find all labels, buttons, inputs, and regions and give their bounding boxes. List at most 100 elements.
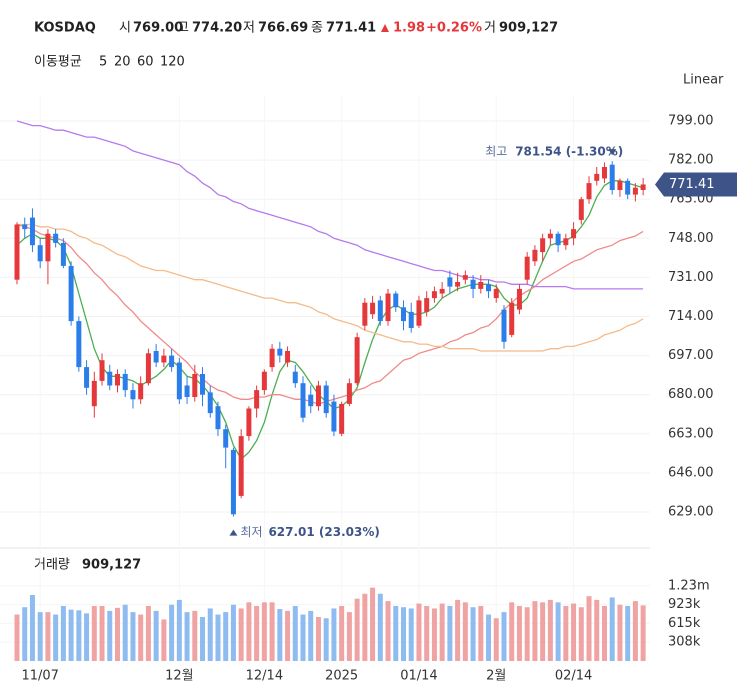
candle-body (107, 371, 113, 386)
volume-bar (161, 619, 167, 661)
y-tick-label: 799.00 (668, 114, 714, 129)
candle-body (277, 348, 283, 356)
volume-bar (254, 606, 260, 661)
candle-body (447, 277, 453, 287)
candle-body (308, 394, 314, 407)
volume-bar (22, 607, 28, 661)
low-marker (229, 529, 238, 536)
volume-bar (439, 603, 445, 661)
volume-bar (68, 609, 74, 661)
candle-body (362, 302, 368, 326)
volume-bar (393, 606, 399, 661)
volume-bar (238, 608, 244, 661)
y-tick-label: 714.00 (668, 309, 714, 324)
volume-bar (308, 610, 314, 661)
x-tick-label: 02/14 (555, 669, 592, 684)
volume-bar (29, 595, 35, 661)
y-tick-label: 680.00 (668, 387, 714, 402)
volume-bar (223, 612, 229, 661)
volume-bar (315, 617, 321, 661)
candle-body (84, 367, 90, 388)
candle-body (176, 362, 182, 400)
volume-bar (184, 612, 190, 661)
x-tick-label: 01/14 (400, 669, 437, 684)
candle-body (22, 224, 28, 230)
close-label: 종 (311, 21, 323, 36)
candle-body (99, 360, 105, 381)
volume-bar (76, 610, 82, 661)
volume-bar (609, 597, 615, 661)
volume-bar (594, 599, 600, 661)
volume-bar (246, 602, 252, 661)
volume-bar (617, 604, 623, 661)
ma-line (17, 223, 644, 352)
volume-bar (486, 614, 492, 661)
volume-bar (586, 596, 592, 661)
volume-bar (153, 610, 159, 661)
candle-body (254, 390, 260, 409)
candle-body (470, 279, 476, 289)
candle-body (91, 380, 97, 407)
high-value: 774.20 (192, 21, 242, 36)
candle-body (632, 187, 638, 195)
title: KOSDAQ (34, 21, 96, 36)
candle-body (76, 321, 82, 368)
volume-bar (215, 614, 221, 661)
candle-body (571, 229, 577, 239)
volume-bar (571, 603, 577, 661)
volume-bar (632, 601, 638, 661)
volume-bar (385, 601, 391, 661)
candle-body (53, 233, 59, 243)
volume-bar (362, 593, 368, 661)
candle-body (586, 183, 592, 200)
y-tick-label: 731.00 (668, 270, 714, 285)
volume-bar (447, 606, 453, 661)
volume-title-value: 909,127 (82, 558, 141, 573)
volume-bar (354, 598, 360, 661)
volume-bar (14, 614, 20, 661)
candle-body (215, 406, 221, 430)
candle-body (516, 288, 522, 310)
candle-body (285, 351, 291, 363)
volume-label: 거 (484, 21, 496, 36)
candle-body (246, 408, 252, 437)
candle-body (238, 436, 244, 496)
ma-line (16, 180, 644, 461)
volume-bar (285, 610, 291, 661)
candle-body (424, 298, 430, 312)
volume-bar (478, 606, 484, 661)
volume-bar (53, 614, 59, 661)
high-annotation-label: 최고 (485, 145, 507, 159)
volume-bar (200, 617, 206, 661)
candle-body (431, 291, 437, 299)
candle-body (60, 242, 66, 266)
volume-bar (424, 606, 430, 661)
price-badge (655, 172, 737, 197)
volume-bar (431, 608, 437, 661)
volume-bar (323, 618, 329, 661)
candle-body (563, 238, 569, 246)
volume-bar (408, 608, 414, 661)
scale-button[interactable]: Linear (683, 73, 724, 88)
candle-body (230, 449, 236, 515)
y-tick-label: 697.00 (668, 348, 714, 363)
candle-body (223, 429, 229, 448)
volume-bar (300, 614, 306, 661)
volume-bar (547, 599, 553, 661)
close-value: 771.41 (326, 21, 376, 36)
candle-body (292, 371, 298, 384)
volume-title: 거래량 (34, 558, 70, 573)
ma-line (16, 120, 644, 290)
candle-body (323, 385, 329, 414)
candle-body (509, 302, 515, 335)
x-tick-label: 11/07 (21, 669, 58, 684)
volume-bar (37, 612, 43, 661)
volume-bar (524, 607, 530, 661)
candle-body (416, 300, 422, 326)
low-annotation: 627.01 (23.03%) (268, 525, 379, 539)
y-tick-label: 748.00 (668, 231, 714, 246)
candle-body (339, 403, 345, 434)
volume-bar (346, 612, 352, 661)
low-value: 766.69 (258, 21, 308, 36)
